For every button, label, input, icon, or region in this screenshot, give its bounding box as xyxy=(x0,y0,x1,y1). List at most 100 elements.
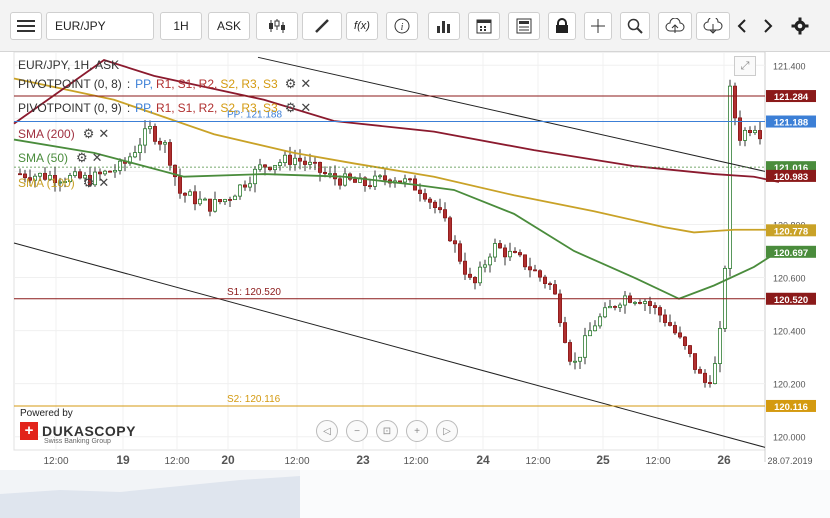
legend-separator: : xyxy=(126,77,131,91)
logo-name: DUKASCOPY xyxy=(42,423,136,439)
candle-body xyxy=(157,140,162,145)
indicators-button[interactable] xyxy=(428,12,460,40)
legend-level: R1, xyxy=(155,77,175,91)
scroll-right-button[interactable] xyxy=(756,12,780,40)
candle-body xyxy=(192,191,197,205)
symbol-selector[interactable]: EUR/JPY xyxy=(46,12,154,40)
download-button[interactable] xyxy=(696,12,730,40)
crosshair-icon xyxy=(591,19,605,33)
candle-body xyxy=(432,201,437,208)
candle-body xyxy=(598,316,603,327)
legend-sma-50[interactable]: SMA (50) ⚙ ✕ xyxy=(18,150,103,166)
gear-icon[interactable]: ⚙ xyxy=(82,175,95,190)
gear-icon[interactable]: ⚙ xyxy=(76,150,88,165)
chevron-left-icon[interactable]: ◁ xyxy=(316,420,338,442)
sma100-line xyxy=(13,77,779,234)
gear-icon[interactable]: ⚙ xyxy=(82,126,95,141)
price-chart[interactable]: 12:00 19 12:00 20 12:00 23 12:00 24 12:00 25 12:00… xyxy=(0,52,830,518)
close-icon[interactable]: ✕ xyxy=(300,76,312,91)
zoom-icon xyxy=(627,18,643,34)
y-tick-label: 120.200 xyxy=(773,380,806,390)
legend-sma-200[interactable]: SMA (200) ⚙ ✕ xyxy=(18,126,109,142)
y-tick-label: 120.400 xyxy=(773,327,806,337)
price-side-selector[interactable]: ASK xyxy=(208,12,250,40)
chevron-right-icon[interactable]: ▷ xyxy=(436,420,458,442)
dukascopy-logo: + DUKASCOPY xyxy=(20,422,136,440)
x-tick-label: 20 xyxy=(221,453,235,467)
navigator-series xyxy=(0,476,300,518)
candle-body xyxy=(523,254,528,268)
candle-body xyxy=(182,192,187,196)
calendar-button[interactable] xyxy=(468,12,500,40)
candle-body xyxy=(232,195,237,201)
legend-level: R3, xyxy=(241,101,261,115)
candle-body xyxy=(713,363,718,384)
price-tag: 120.520 xyxy=(774,295,808,306)
candle-body xyxy=(322,172,327,175)
candle-body xyxy=(217,199,222,203)
candle-style-button[interactable] xyxy=(256,12,298,40)
close-icon[interactable]: ✕ xyxy=(98,126,110,141)
candle-body xyxy=(267,166,272,171)
expand-icon[interactable]: ⤢ xyxy=(734,56,756,76)
candle-body xyxy=(327,173,332,175)
candle-body xyxy=(578,356,583,362)
candle-body xyxy=(312,161,317,164)
close-icon[interactable]: ✕ xyxy=(300,100,312,115)
candle-body xyxy=(638,301,643,304)
candle-body xyxy=(362,177,367,187)
candle-body xyxy=(22,173,27,179)
chart-area[interactable]: 12:00 19 12:00 20 12:00 23 12:00 24 12:00 25 12:00… xyxy=(0,52,830,518)
zoom-in-icon[interactable]: + xyxy=(406,420,428,442)
scroll-left-button[interactable] xyxy=(730,12,754,40)
zoom-out-icon[interactable]: − xyxy=(346,420,368,442)
news-button[interactable] xyxy=(508,12,540,40)
draw-button[interactable] xyxy=(302,12,342,40)
candle-body xyxy=(68,175,73,182)
crosshair-button[interactable] xyxy=(584,12,612,40)
info-button[interactable]: i xyxy=(386,12,418,40)
close-icon[interactable]: ✕ xyxy=(98,175,110,190)
fx-button[interactable]: f(x) xyxy=(346,12,378,40)
candle-body xyxy=(33,175,38,181)
price-tag: 120.983 xyxy=(774,172,808,183)
candle-body xyxy=(618,304,623,308)
legend-pivot-2[interactable]: PIVOTPOINT (0, 9) : PP, R1, S1, R2, S2, R3, S3… xyxy=(18,100,311,116)
legend-sma-50-name: SMA (50) xyxy=(18,151,69,165)
price-tag: 120.697 xyxy=(774,248,808,259)
zoom-button[interactable] xyxy=(620,12,650,40)
candle-body xyxy=(382,175,387,181)
candle-body xyxy=(703,372,708,383)
menu-button[interactable] xyxy=(10,12,42,40)
candle-body xyxy=(437,207,442,211)
candle-body xyxy=(83,174,88,179)
candle-body xyxy=(58,181,63,184)
candle-body xyxy=(78,171,83,179)
timeframe-selector[interactable]: 1H xyxy=(160,12,202,40)
lock-button[interactable] xyxy=(548,12,576,40)
legend-pivot-1[interactable]: PIVOTPOINT (0, 8) : PP, R1, S1, R2, S2, R3, S3… xyxy=(18,76,311,92)
settings-button[interactable] xyxy=(788,12,812,40)
legend-sma-100[interactable]: SMA (100) ⚙ ✕ xyxy=(18,175,109,191)
candle-body xyxy=(462,260,467,275)
fit-icon[interactable]: ⊡ xyxy=(376,420,398,442)
candle-body xyxy=(693,353,698,370)
powered-by-label: Powered by xyxy=(20,408,73,419)
legend-level: S1, xyxy=(177,101,196,115)
gear-icon[interactable]: ⚙ xyxy=(284,76,297,91)
candle-body xyxy=(518,252,523,256)
candle-body xyxy=(728,85,733,269)
candle-body xyxy=(187,191,192,196)
candle-body xyxy=(422,193,427,200)
price-tag-bg xyxy=(766,115,816,128)
upload-button[interactable] xyxy=(658,12,692,40)
candle-body xyxy=(593,325,598,332)
candle-body xyxy=(177,176,182,194)
y-tick-label: 120.600 xyxy=(773,274,806,284)
candle-body xyxy=(548,283,553,286)
gear-icon[interactable]: ⚙ xyxy=(284,100,297,115)
candle-body xyxy=(442,209,447,219)
close-icon[interactable]: ✕ xyxy=(91,150,103,165)
candle-body xyxy=(352,178,357,183)
candle-body xyxy=(48,175,53,180)
